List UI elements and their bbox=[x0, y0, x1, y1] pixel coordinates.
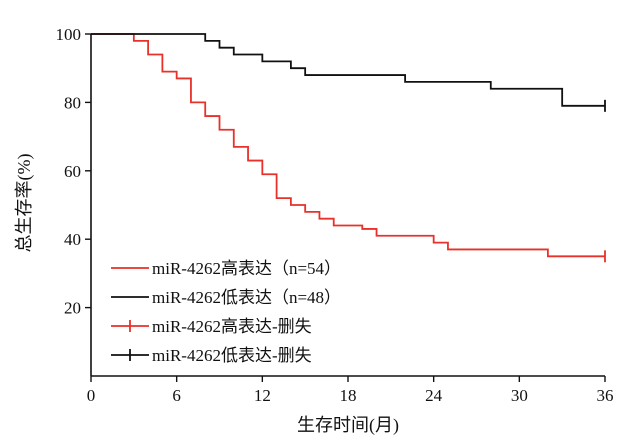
x-tick-label: 0 bbox=[87, 386, 96, 405]
y-tick-label: 60 bbox=[64, 162, 81, 181]
x-tick-label: 24 bbox=[425, 386, 443, 405]
x-tick-label: 18 bbox=[340, 386, 357, 405]
y-tick-label: 80 bbox=[64, 93, 81, 112]
y-tick-label: 100 bbox=[56, 25, 82, 44]
legend-label: miR-4262高表达（n=54） bbox=[152, 259, 341, 278]
survival-curve-high-expression bbox=[91, 33, 605, 258]
axis-ticks: 0 6 12 18 24 30 36 20 40 60 80 100 bbox=[56, 25, 614, 405]
x-tick-label: 12 bbox=[254, 386, 271, 405]
legend-label: miR-4262低表达（n=48） bbox=[152, 288, 341, 307]
survival-curve-low-expression bbox=[91, 33, 605, 107]
x-tick-label: 30 bbox=[511, 386, 528, 405]
x-tick-label: 6 bbox=[172, 386, 181, 405]
survival-curves bbox=[91, 33, 606, 263]
y-axis-title: 总生存率(%) bbox=[14, 154, 35, 253]
legend: miR-4262高表达（n=54） miR-4262低表达（n=48） miR-42… bbox=[111, 259, 341, 365]
x-tick-label: 36 bbox=[597, 386, 614, 405]
x-axis-title: 生存时间(月) bbox=[297, 415, 399, 436]
y-tick-label: 20 bbox=[64, 299, 81, 318]
y-tick-label: 40 bbox=[64, 230, 81, 249]
legend-label: miR-4262高表达-删失 bbox=[152, 317, 312, 336]
legend-label: miR-4262低表达-删失 bbox=[152, 346, 312, 365]
